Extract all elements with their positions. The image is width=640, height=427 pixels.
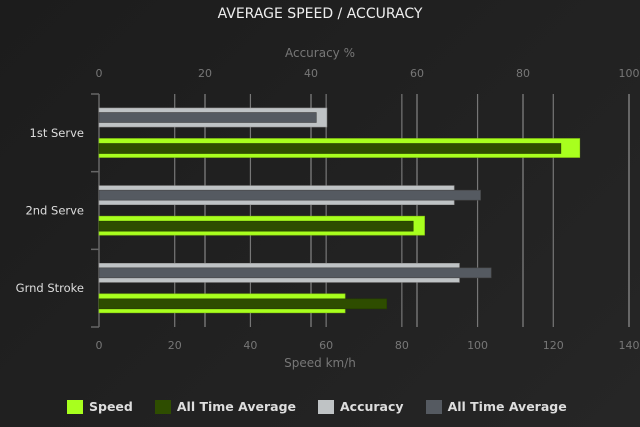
legend-swatch bbox=[318, 399, 334, 414]
legend-swatch bbox=[154, 399, 171, 414]
top-tick-label: 40 bbox=[304, 67, 318, 80]
bar-accuracy-average bbox=[98, 267, 492, 279]
category-label: 2nd Serve bbox=[25, 204, 84, 218]
bottom-tick-label: 20 bbox=[168, 339, 182, 352]
bar-speed-average bbox=[98, 298, 388, 310]
bottom-tick-label: 120 bbox=[543, 339, 564, 352]
legend-label: All Time Average bbox=[447, 399, 567, 414]
category-label: Grnd Stroke bbox=[16, 281, 84, 295]
bar-speed-average bbox=[98, 220, 414, 232]
legend-item-speed[interactable]: Speed bbox=[67, 399, 133, 414]
top-axis-label: Accuracy % bbox=[284, 46, 355, 60]
legend-swatch bbox=[67, 399, 83, 414]
bottom-tick-label: 80 bbox=[395, 339, 409, 352]
bottom-tick-label: 0 bbox=[96, 339, 103, 352]
bottom-tick-label: 60 bbox=[319, 339, 333, 352]
category-label: 1st Serve bbox=[30, 126, 84, 140]
top-tick-label: 20 bbox=[198, 67, 212, 80]
legend-label: Speed bbox=[89, 399, 133, 414]
chart-title: AVERAGE SPEED / ACCURACY bbox=[217, 6, 423, 22]
top-tick-label: 60 bbox=[410, 67, 424, 80]
bottom-tick-label: 40 bbox=[243, 339, 257, 352]
top-tick-label: 0 bbox=[96, 67, 103, 80]
legend-label: All Time Average bbox=[176, 399, 296, 414]
bottom-tick-label: 140 bbox=[619, 339, 640, 352]
legend-item-speed-average[interactable]: All Time Average bbox=[154, 399, 296, 414]
legend: Speed All Time Average Accuracy All Time… bbox=[67, 399, 589, 414]
bar-accuracy-average bbox=[98, 112, 317, 123]
legend-label: Accuracy bbox=[340, 399, 404, 414]
top-tick-label: 80 bbox=[516, 67, 530, 80]
bar-speed-average bbox=[98, 143, 562, 154]
legend-swatch bbox=[425, 399, 442, 414]
bar-accuracy-average bbox=[98, 189, 481, 201]
legend-item-accuracy-average[interactable]: All Time Average bbox=[425, 399, 567, 414]
legend-item-accuracy[interactable]: Accuracy bbox=[318, 399, 404, 414]
top-tick-label: 100 bbox=[619, 67, 640, 80]
bottom-tick-label: 100 bbox=[467, 339, 488, 352]
bottom-axis-label: Speed km/h bbox=[284, 356, 356, 370]
